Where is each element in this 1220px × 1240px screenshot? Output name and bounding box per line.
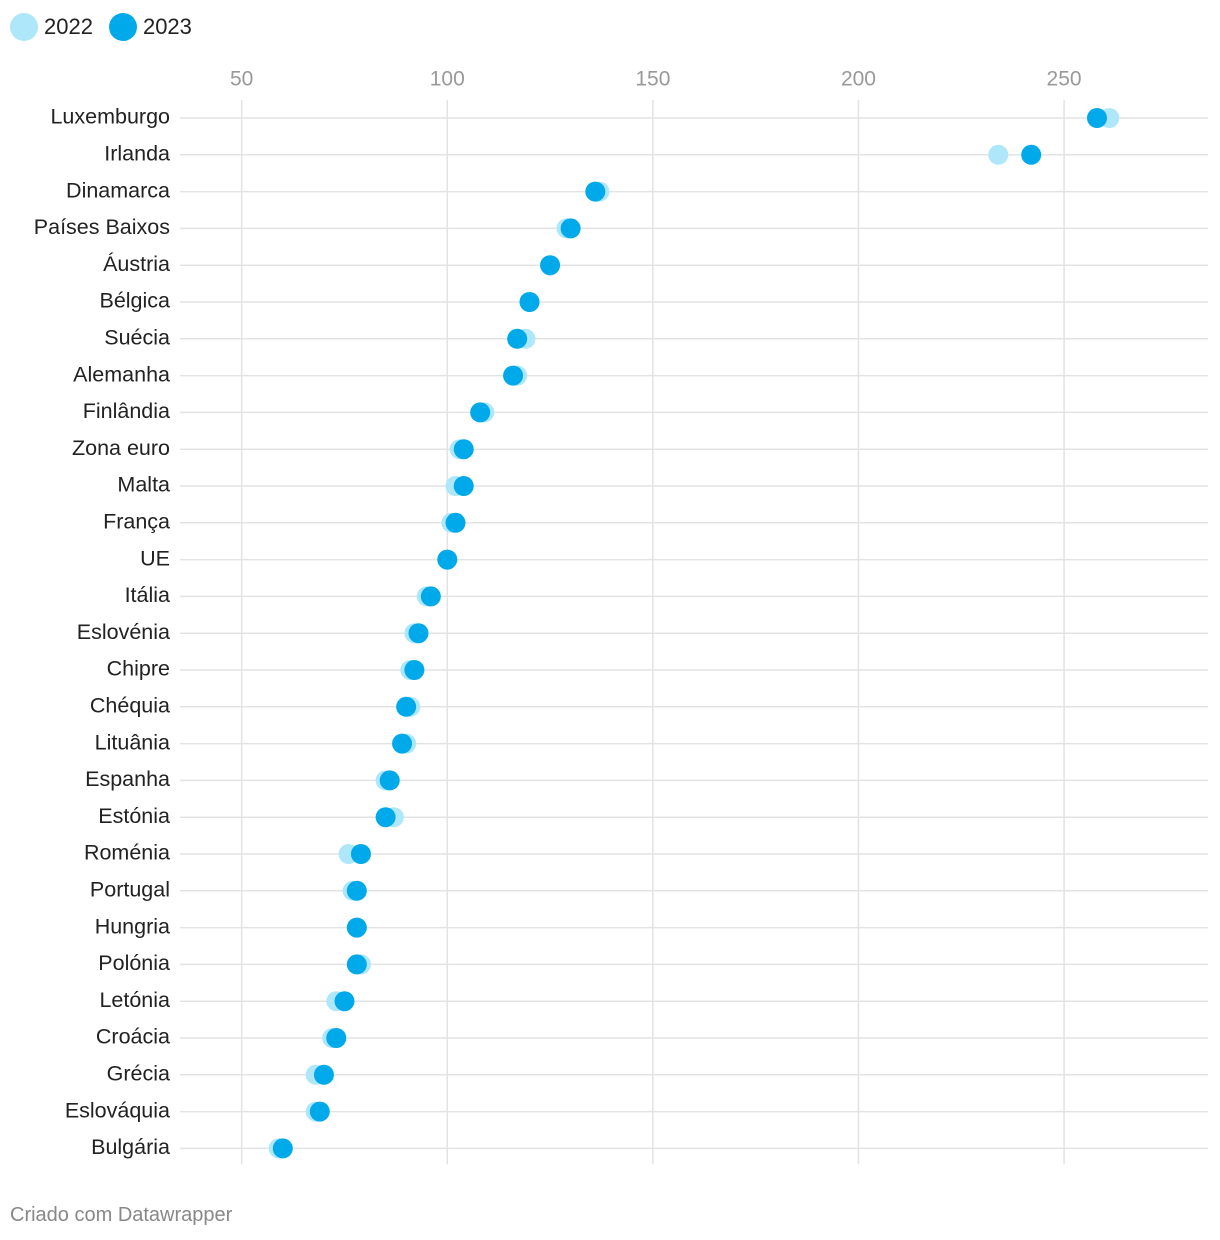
dot-2023[interactable]	[470, 402, 491, 423]
category-label: Alemanha	[73, 362, 170, 386]
dot-2023[interactable]	[346, 954, 367, 975]
category-label: Letónia	[99, 988, 170, 1012]
dot-2023[interactable]	[272, 1138, 293, 1159]
category-label: Itália	[125, 583, 170, 607]
category-label: Malta	[117, 473, 170, 497]
footer-credit: Criado com Datawrapper	[10, 1204, 233, 1226]
legend-label-2022: 2022	[44, 14, 93, 39]
category-label: França	[103, 509, 170, 533]
dot-2023[interactable]	[507, 328, 528, 349]
category-label: Áustria	[103, 251, 170, 276]
category-label: Estónia	[98, 804, 170, 828]
dot-2023[interactable]	[375, 807, 396, 828]
dot-2023[interactable]	[392, 733, 413, 754]
category-label: Finlândia	[83, 399, 170, 423]
dot-2023[interactable]	[309, 1101, 330, 1122]
category-label: Eslováquia	[65, 1098, 170, 1122]
category-label: Luxemburgo	[50, 105, 170, 129]
category-label: Roménia	[84, 841, 170, 865]
dot-2023[interactable]	[326, 1028, 347, 1048]
dot-2023[interactable]	[420, 586, 441, 607]
legend-item-2022[interactable]: 2022	[10, 13, 93, 41]
dot-2022[interactable]	[988, 144, 1009, 165]
dot-2023[interactable]	[519, 292, 540, 312]
dot-2023[interactable]	[503, 365, 524, 386]
category-label: Bélgica	[99, 289, 170, 313]
dot-2023[interactable]	[396, 696, 417, 717]
dot-2023[interactable]	[540, 255, 561, 276]
category-label: Lituânia	[95, 730, 170, 754]
category-label: Espanha	[85, 767, 170, 791]
category-label: Grécia	[107, 1061, 170, 1085]
category-label: Croácia	[96, 1025, 170, 1049]
category-label: Zona euro	[72, 436, 170, 460]
x-tick-label: 200	[841, 68, 876, 91]
dot-2023[interactable]	[453, 439, 474, 460]
x-tick-label: 50	[230, 68, 253, 91]
legend-swatch-2022	[10, 13, 38, 41]
legend-label-2023: 2023	[142, 14, 192, 39]
dot-2023[interactable]	[437, 549, 458, 570]
x-tick-label: 150	[635, 68, 670, 91]
legend-swatch-2023	[108, 13, 137, 41]
dot-2023[interactable]	[379, 770, 400, 791]
dot-2023[interactable]	[560, 218, 581, 239]
dot-2023[interactable]	[350, 844, 371, 864]
x-tick-label: 250	[1047, 68, 1082, 91]
category-label: UE	[140, 546, 170, 570]
category-label: Polónia	[98, 951, 170, 975]
dot-2023[interactable]	[1086, 108, 1107, 128]
dot-2023[interactable]	[346, 880, 367, 901]
dot-2023[interactable]	[408, 623, 429, 644]
dot-2023[interactable]	[313, 1064, 334, 1085]
category-label: Dinamarca	[66, 178, 170, 202]
legend-item-2023[interactable]: 2023	[108, 13, 192, 41]
category-label: Suécia	[104, 325, 170, 349]
dot-2023[interactable]	[346, 917, 367, 938]
category-label: Hungria	[95, 914, 170, 938]
dot-plot-chart: 50 100 150 200 250 Luxemburgo Irlanda Dinamarca…	[34, 68, 1208, 1165]
legend: 2022 2023	[10, 10, 192, 44]
category-label: Chéquia	[90, 693, 170, 717]
category-label: Países Baixos	[34, 215, 170, 239]
dot-2023[interactable]	[1021, 144, 1042, 165]
dot-2023[interactable]	[445, 512, 466, 533]
category-label: Bulgária	[91, 1135, 170, 1159]
x-tick-label: 100	[430, 68, 465, 91]
dot-2023[interactable]	[453, 476, 474, 496]
dot-2023[interactable]	[585, 181, 606, 202]
category-label: Eslovénia	[77, 620, 170, 644]
category-label: Portugal	[90, 877, 170, 901]
category-label: Irlanda	[104, 141, 170, 165]
dot-2023[interactable]	[334, 991, 355, 1012]
category-label: Chipre	[107, 657, 170, 681]
dot-2023[interactable]	[404, 660, 425, 680]
